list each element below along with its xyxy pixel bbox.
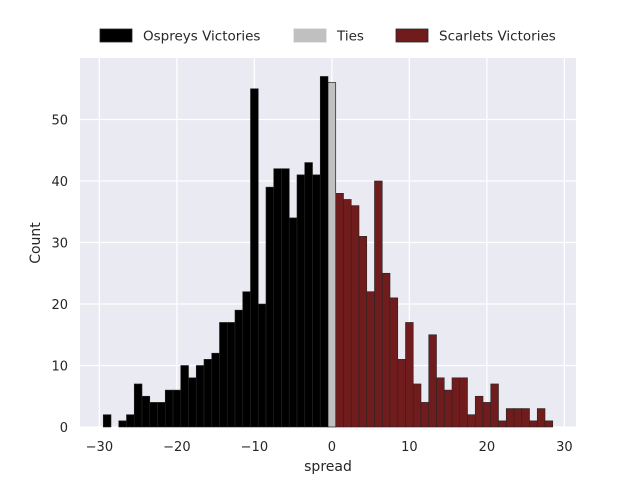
y-tick-label: 40	[51, 175, 68, 190]
histogram-bar	[219, 322, 228, 428]
y-tick-label: 10	[51, 360, 68, 375]
histogram-bar	[164, 389, 174, 428]
histogram-bar	[482, 402, 492, 428]
histogram-bar	[102, 414, 112, 428]
histogram-bar	[544, 420, 554, 428]
histogram-bar	[335, 193, 344, 428]
histogram-bar	[296, 174, 306, 428]
histogram-bar	[180, 365, 189, 428]
histogram-bar	[234, 309, 244, 428]
histogram-bar	[195, 365, 205, 428]
y-tick-label: 30	[51, 237, 68, 252]
histogram-bar	[141, 395, 151, 428]
x-tick-label: −10	[241, 440, 268, 455]
histogram-bar	[451, 377, 461, 428]
histogram-bar	[172, 389, 182, 428]
x-tick-label: 30	[556, 440, 573, 455]
y-tick-label: 50	[51, 114, 68, 129]
x-tick-label: 20	[479, 440, 496, 455]
histogram-bar	[521, 408, 530, 428]
histogram-bar	[304, 162, 313, 428]
y-tick-label: 0	[60, 421, 68, 436]
legend-label: Scarlets Victories	[439, 29, 556, 45]
histogram-bar	[405, 322, 414, 428]
histogram-bar	[536, 408, 546, 428]
legend-swatch	[395, 28, 429, 43]
histogram-bar	[358, 236, 368, 428]
histogram-bar	[157, 402, 166, 428]
histogram-bar	[381, 272, 391, 428]
histogram-bar	[505, 408, 515, 428]
histogram-bar	[265, 186, 275, 428]
histogram-bar	[397, 359, 406, 428]
legend-label: Ospreys Victories	[143, 29, 260, 45]
x-tick-label: −20	[163, 440, 190, 455]
histogram-bar	[281, 168, 290, 428]
histogram-bar	[188, 377, 197, 428]
histogram-bar	[133, 383, 143, 428]
histogram-bar	[529, 420, 538, 428]
histogram-bar	[343, 199, 352, 428]
histogram-bar	[226, 322, 236, 428]
histogram-bar	[498, 420, 507, 428]
legend-swatch	[293, 28, 327, 43]
histogram-bar	[288, 217, 298, 428]
legend: Ospreys Victories Ties Scarlets Victories	[99, 28, 556, 45]
histogram-bar	[242, 291, 251, 428]
histogram-bar	[327, 82, 337, 428]
histogram-bar	[118, 420, 127, 428]
histogram-bar	[273, 168, 282, 428]
y-tick-labels: 0 10 20 30 40 50	[51, 114, 68, 437]
y-axis-label: Count	[28, 222, 44, 264]
histogram-bar	[350, 205, 360, 428]
histogram-bar	[374, 180, 383, 428]
histogram-bar	[126, 414, 135, 428]
histogram-bar	[467, 414, 476, 428]
histogram-bar	[319, 76, 329, 428]
x-tick-label: 0	[328, 440, 336, 455]
histogram-bar	[420, 402, 430, 428]
histogram-bar	[474, 395, 484, 428]
histogram-bar	[211, 352, 220, 428]
histogram-bar	[149, 402, 158, 428]
histogram-bar	[203, 359, 213, 428]
histogram-bar	[436, 377, 445, 428]
histogram-bar	[513, 408, 523, 428]
x-tick-label: 10	[401, 440, 418, 455]
y-tick-label: 20	[51, 298, 68, 313]
histogram-bar	[428, 334, 437, 428]
histogram-bar	[389, 297, 399, 428]
histogram-bar	[412, 383, 422, 428]
x-tick-label: −30	[86, 440, 113, 455]
histogram-bar	[443, 389, 453, 428]
histogram-bar	[459, 377, 468, 428]
legend-label: Ties	[336, 29, 364, 45]
x-axis-label: spread	[304, 459, 352, 475]
histogram-bar	[250, 88, 259, 428]
histogram-bars	[102, 76, 554, 428]
histogram-bar	[312, 174, 321, 428]
histogram-bar	[490, 383, 499, 428]
histogram-bar	[366, 291, 375, 428]
legend-swatch	[99, 28, 133, 43]
histogram-bar	[257, 303, 267, 428]
x-tick-labels: −30 −20 −10 0 10 20 30	[86, 440, 573, 455]
